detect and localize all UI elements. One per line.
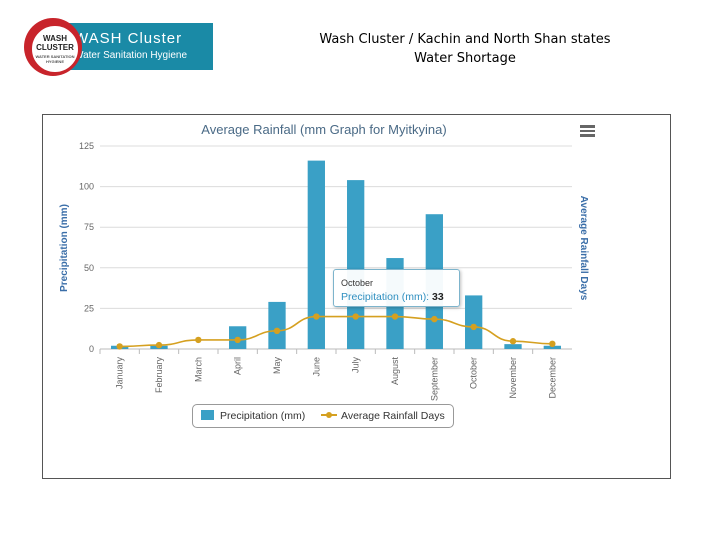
seal-line-2: CLUSTER bbox=[36, 43, 74, 52]
y-tick-label: 50 bbox=[84, 263, 94, 273]
bar bbox=[465, 295, 483, 349]
seal-line-3: WATER SANITATION HYGIENE bbox=[35, 54, 75, 64]
legend-item-rainfall-days[interactable]: Average Rainfall Days bbox=[321, 410, 445, 422]
x-tick-label: May bbox=[272, 357, 282, 375]
tooltip-row: Precipitation (mm): 33 bbox=[341, 291, 444, 303]
x-tick-label: February bbox=[154, 357, 164, 394]
bar bbox=[504, 344, 522, 349]
line-point bbox=[313, 313, 320, 320]
chart-title: Average Rainfall (mm Graph for Myitkyina… bbox=[201, 122, 446, 137]
header-subtitle: Water Shortage bbox=[414, 51, 516, 66]
legend-line-swatch bbox=[321, 410, 337, 420]
logo-title: WASH Cluster bbox=[74, 30, 183, 47]
line-point bbox=[273, 327, 281, 335]
tooltip-category: October bbox=[341, 278, 374, 288]
logo-banner bbox=[64, 23, 213, 70]
bar bbox=[543, 345, 561, 349]
y-tick-label: 125 bbox=[79, 141, 94, 151]
line-point bbox=[195, 336, 202, 344]
line-point bbox=[549, 340, 556, 348]
tooltip-series: Precipitation (mm): bbox=[341, 291, 430, 303]
bar bbox=[307, 160, 325, 349]
x-tick-label: March bbox=[193, 357, 203, 382]
legend-label-precipitation: Precipitation (mm) bbox=[220, 410, 306, 422]
x-tick-label: October bbox=[469, 357, 479, 389]
bar bbox=[347, 180, 365, 349]
legend-item-precipitation[interactable]: Precipitation (mm) bbox=[201, 410, 305, 422]
chart-tooltip: October Precipitation (mm): 33 bbox=[333, 269, 460, 307]
x-tick-label: July bbox=[351, 357, 361, 374]
x-tick-label: January bbox=[115, 357, 125, 390]
x-tick-label: June bbox=[311, 357, 321, 377]
page-header: Wash Cluster / Kachin and North Shan sta… bbox=[300, 30, 630, 68]
line-point bbox=[391, 313, 399, 320]
y-axis-title: Precipitation (mm) bbox=[59, 204, 70, 292]
line-point bbox=[116, 343, 123, 350]
y2-axis-title: Average Rainfall Days bbox=[578, 196, 589, 301]
y-tick-label: 25 bbox=[84, 303, 94, 313]
legend-bar-swatch bbox=[201, 410, 214, 420]
x-tick-label: April bbox=[233, 357, 243, 375]
legend-label-rainfall-days: Average Rainfall Days bbox=[341, 410, 445, 422]
seal-line-1: WASH bbox=[43, 34, 67, 43]
y-tick-label: 100 bbox=[79, 182, 94, 192]
x-tick-label: September bbox=[429, 357, 439, 401]
y-tick-label: 75 bbox=[84, 222, 94, 232]
line-point bbox=[431, 315, 438, 323]
y-tick-label: 0 bbox=[89, 344, 94, 354]
wash-cluster-logo: WASH Cluster Water Sanitation Hygiene WA… bbox=[24, 18, 214, 76]
tooltip-value: 33 bbox=[432, 291, 444, 303]
bar bbox=[268, 301, 286, 349]
x-tick-label: August bbox=[390, 357, 400, 386]
chart-menu-icon[interactable] bbox=[580, 125, 595, 137]
line-point bbox=[470, 323, 477, 331]
header-title: Wash Cluster / Kachin and North Shan sta… bbox=[319, 32, 611, 47]
logo-subtitle: Water Sanitation Hygiene bbox=[74, 50, 188, 61]
series-line-rainfall-days bbox=[119, 315, 553, 348]
line-point bbox=[509, 338, 517, 345]
chart-legend: Precipitation (mm) Average Rainfall Days bbox=[192, 404, 454, 428]
x-tick-label: December bbox=[547, 357, 557, 399]
line-point bbox=[352, 313, 359, 320]
line-point bbox=[155, 341, 163, 349]
logo-seal: WASH CLUSTER WATER SANITATION HYGIENE bbox=[24, 18, 82, 76]
x-tick-label: November bbox=[508, 357, 518, 399]
line-point bbox=[234, 336, 241, 344]
